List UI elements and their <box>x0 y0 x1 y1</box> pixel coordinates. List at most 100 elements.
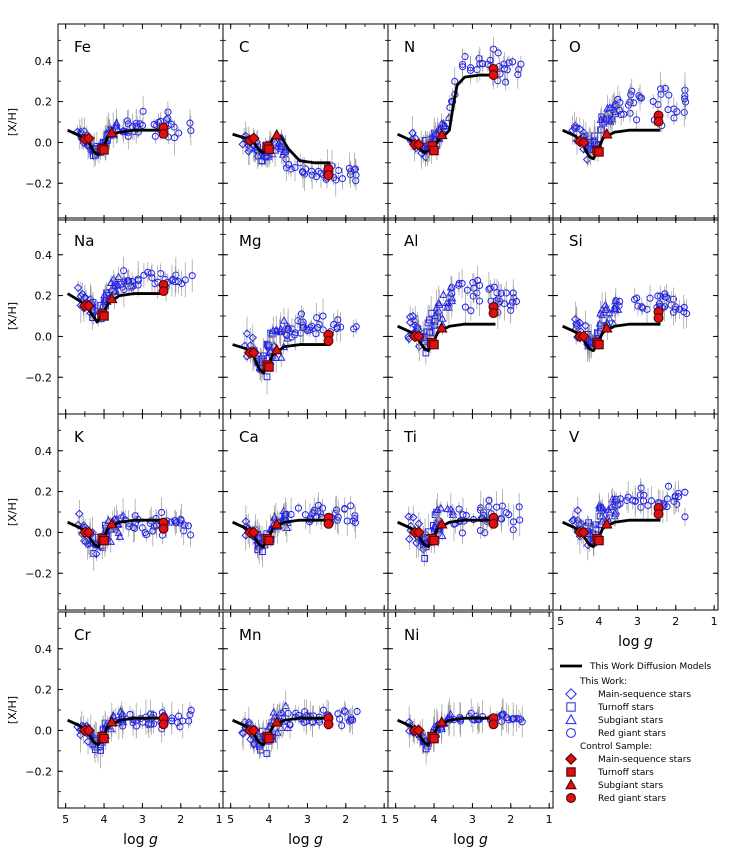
data-point-circle <box>626 98 634 106</box>
data-point-circle <box>502 509 510 517</box>
data-point-circle <box>350 325 358 333</box>
data-point-circle <box>667 301 675 309</box>
data-point-circle <box>508 58 517 66</box>
panel-mn: 5 4 3 2 1 log g Mn <box>222 611 389 848</box>
data-point-circle <box>458 279 466 287</box>
data-point-triangle <box>115 532 125 540</box>
data-point-triangle <box>448 510 458 518</box>
data-point-triangle <box>269 341 279 349</box>
data-point-circle <box>637 484 645 492</box>
y-tick-label: −0.2 <box>25 371 52 384</box>
data-point-circle <box>484 60 492 68</box>
data-point-square <box>263 373 271 381</box>
data-point-circle <box>148 274 156 282</box>
y-tick-label: 0.0 <box>35 330 53 343</box>
legend-control-marker-triangle <box>565 778 577 790</box>
data-point-circle <box>515 503 523 511</box>
data-point-triangle <box>605 116 615 125</box>
data-point-circle <box>616 495 624 503</box>
data-point-circle <box>150 120 158 129</box>
data-point-circle <box>517 60 525 68</box>
data-point-circle <box>664 482 673 490</box>
y-tick-label: 0.0 <box>35 724 53 737</box>
x-tick-label: 1 <box>381 813 388 826</box>
data-point-circle <box>285 161 293 169</box>
data-point-circle <box>187 531 195 539</box>
data-point-circle <box>151 132 159 140</box>
data-point-circle <box>680 108 688 117</box>
x-tick-label: 5 <box>62 813 69 826</box>
data-point-circle <box>502 289 510 297</box>
data-point-circle <box>338 175 346 183</box>
control-point-diamond <box>412 138 425 151</box>
data-point-triangle <box>109 711 119 720</box>
data-point-circle <box>463 286 471 294</box>
data-point-circle <box>655 300 663 308</box>
control-point-diamond <box>82 132 95 145</box>
panel-al: Al <box>387 217 554 415</box>
data-point-circle <box>670 497 678 505</box>
data-point-circle <box>640 491 648 499</box>
data-point-circle <box>286 721 294 729</box>
legend-control-marker-square <box>566 767 576 777</box>
y-axis-label: [X/H] <box>6 108 19 136</box>
data-point-circle <box>657 85 665 93</box>
data-point-square <box>258 157 266 165</box>
data-point-triangle <box>279 316 289 324</box>
panel-fe: −0.2 0.0 0.2 0.4 [X/H] Fe <box>6 23 224 221</box>
element-label: K <box>74 428 85 446</box>
y-axis-label: [X/H] <box>6 696 19 724</box>
y-tick-label: 0.4 <box>35 643 53 656</box>
data-point-circle <box>467 709 475 717</box>
control-point-square <box>99 311 109 321</box>
data-point-diamond <box>569 515 579 525</box>
data-point-circle <box>187 706 195 714</box>
control-point-triangle <box>600 321 613 333</box>
control-point-circle <box>488 518 499 529</box>
y-tick-label: 0.4 <box>35 55 53 68</box>
x-tick-label: 2 <box>672 615 679 628</box>
data-point-triangle <box>442 303 452 311</box>
data-point-triangle <box>443 504 452 513</box>
control-point-triangle <box>435 321 448 333</box>
control-point-square <box>264 535 274 546</box>
x-tick-label: 4 <box>596 615 603 628</box>
data-point-circle <box>620 110 628 118</box>
legend-control-entry: Subgiant stars <box>598 781 663 791</box>
element-label: Al <box>404 232 418 250</box>
data-point-diamond <box>78 289 87 299</box>
data-point-circle <box>314 323 322 332</box>
control-point-circle <box>653 116 664 127</box>
data-point-circle <box>475 297 484 305</box>
data-point-circle <box>681 513 689 521</box>
data-point-triangle <box>595 318 605 327</box>
control-point-diamond <box>577 136 590 149</box>
data-point-triangle <box>596 115 606 123</box>
data-point-diamond <box>238 140 248 149</box>
data-point-square <box>264 341 272 349</box>
element-label: Na <box>74 232 94 250</box>
data-point-circle <box>168 717 176 725</box>
control-point-circle <box>653 313 664 324</box>
data-point-circle <box>674 493 683 501</box>
data-point-diamond <box>571 315 580 324</box>
data-point-diamond <box>75 509 84 519</box>
data-point-square <box>422 745 430 753</box>
data-point-triangle <box>438 531 447 539</box>
x-axis-label-main: log <box>453 832 479 848</box>
panel-si: Si <box>552 217 719 415</box>
data-point-circle <box>682 98 690 106</box>
panel-plot-area <box>232 121 360 197</box>
data-point-circle <box>459 63 467 71</box>
data-point-triangle <box>100 290 109 299</box>
data-point-circle <box>291 163 299 172</box>
data-point-circle <box>353 707 361 716</box>
panel-o: O <box>552 23 719 221</box>
data-point-circle <box>171 516 179 525</box>
element-label: C <box>239 38 249 56</box>
data-point-circle <box>509 518 518 526</box>
data-point-triangle <box>113 280 123 288</box>
data-point-circle <box>340 707 348 715</box>
data-point-triangle <box>276 353 286 361</box>
